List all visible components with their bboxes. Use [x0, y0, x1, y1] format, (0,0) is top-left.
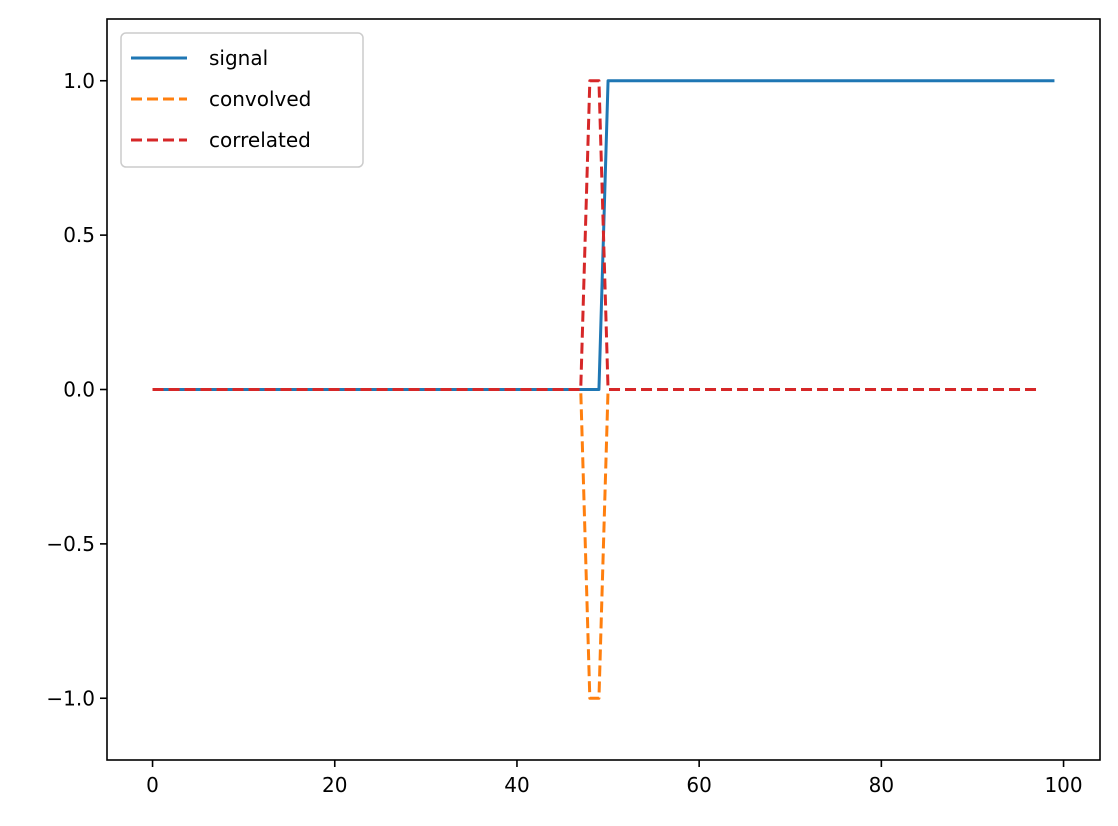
y-axis: −1.0 −0.5 0.0 0.5 1.0 — [46, 69, 107, 710]
series-line-correlated — [152, 79, 1037, 391]
legend: signal convolved correlated — [120, 32, 364, 168]
x-tick-label: 20 — [322, 773, 347, 797]
x-tick-label: 100 — [1044, 773, 1082, 797]
y-tick-label: 0.5 — [63, 223, 95, 247]
x-tick-label: 40 — [504, 773, 529, 797]
series-layer — [152, 79, 1055, 700]
y-tick-label: 0.0 — [63, 378, 95, 402]
y-tick-label: −0.5 — [46, 532, 95, 556]
x-tick-label: 0 — [146, 773, 159, 797]
legend-box — [120, 32, 364, 168]
x-tick-label: 60 — [686, 773, 711, 797]
x-tick-label: 80 — [869, 773, 894, 797]
legend-label-convolved: convolved — [209, 87, 311, 111]
y-tick-label: 1.0 — [63, 69, 95, 93]
x-axis: 0 20 40 60 80 100 — [146, 760, 1083, 797]
legend-label-signal: signal — [209, 46, 268, 70]
legend-label-correlated: correlated — [209, 128, 311, 152]
y-tick-label: −1.0 — [46, 686, 95, 710]
